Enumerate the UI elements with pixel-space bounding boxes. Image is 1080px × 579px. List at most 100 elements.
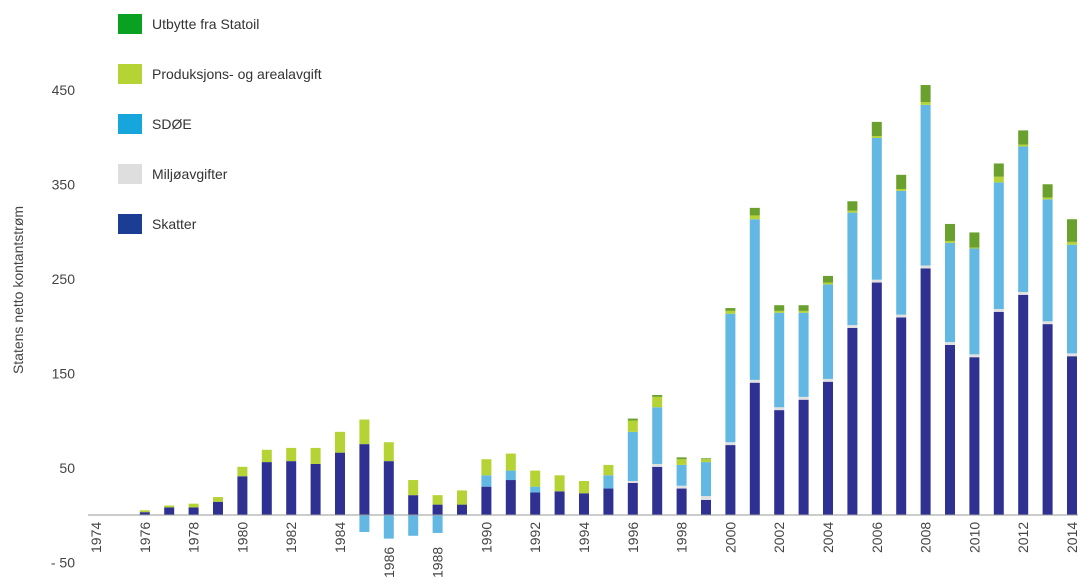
bar-utbytte-fra-statoil-2001: [749, 207, 760, 216]
bar-skatter-2013: [1042, 324, 1053, 515]
bar-produksjons-og-arealavgift-1984: [335, 431, 345, 453]
x-tick-label: 2006: [869, 522, 885, 553]
bar-skatter-1996: [627, 482, 638, 515]
bar-skatter-1993: [554, 491, 565, 515]
y-tick-label: - 50: [51, 554, 75, 570]
bar-produksjons-og-arealavgift-2010: [969, 247, 980, 249]
bar-milj-avgifter-2010: [969, 354, 980, 358]
bar-skatter-1980: [237, 476, 248, 515]
bar-produksjons-og-arealavgift-2012: [1018, 144, 1029, 147]
bar-sd-e-1992: [530, 486, 541, 493]
bar-sd-e-1998: [676, 464, 687, 486]
legend-swatch-miljoavgifter: [118, 164, 142, 184]
bar-milj-avgifter-2013: [1042, 321, 1053, 325]
bar-milj-avgifter-1999: [701, 496, 711, 500]
bar-produksjons-og-arealavgift-1980: [237, 466, 248, 477]
bar-skatter-1982: [286, 461, 297, 515]
bar-skatter-1998: [676, 488, 687, 515]
bar-skatter-2014: [1067, 356, 1077, 515]
y-tick-label: 450: [52, 82, 76, 98]
bar-skatter-2000: [725, 445, 736, 515]
bar-sd-e-2009: [945, 242, 955, 343]
bar-skatter-2012: [1018, 294, 1029, 515]
bar-utbytte-fra-statoil-2009: [945, 223, 955, 241]
bar-skatter-2004: [823, 381, 833, 515]
bar-utbytte-fra-statoil-1997: [652, 394, 663, 397]
bar-produksjons-og-arealavgift-1976: [139, 510, 150, 513]
bar-skatter-2009: [945, 344, 955, 515]
bar-produksjons-og-arealavgift-1979: [213, 497, 223, 502]
bar-produksjons-og-arealavgift-1989: [457, 490, 467, 505]
x-tick-label: 2012: [1015, 522, 1031, 553]
bar-produksjons-og-arealavgift-1992: [530, 470, 541, 487]
bar-produksjons-og-arealavgift-1981: [261, 449, 272, 463]
y-tick-label: 150: [52, 365, 76, 381]
bar-utbytte-fra-statoil-1999: [701, 458, 711, 460]
bar-sd-e-1999: [701, 462, 711, 497]
bar-produksjons-og-arealavgift-1990: [481, 459, 492, 476]
bar-sd-e-2008: [920, 104, 931, 266]
x-tick-label: 1978: [186, 522, 202, 553]
bar-sd-e-1990: [481, 475, 492, 487]
bar-produksjons-og-arealavgift-2004: [823, 282, 833, 285]
bar-milj-avgifter-1997: [652, 463, 663, 467]
bar-utbytte-fra-statoil-2000: [725, 308, 736, 311]
bar-milj-avgifter-2009: [945, 342, 955, 345]
y-tick-label: 350: [52, 176, 76, 192]
bar-utbytte-fra-statoil-2006: [871, 121, 882, 137]
bar-milj-avgifter-2000: [725, 442, 736, 446]
bar-skatter-2002: [774, 410, 785, 515]
bar-skatter-2011: [993, 311, 1004, 515]
y-tick-label: 50: [59, 460, 75, 476]
bar-produksjons-og-arealavgift-1988: [432, 495, 443, 505]
bar-skatter-1976: [139, 512, 150, 515]
bar-produksjons-og-arealavgift-2011: [993, 176, 1004, 183]
legend-item-skatter: Skatter: [118, 214, 322, 234]
bar-skatter-1977: [164, 507, 175, 515]
bar-produksjons-og-arealavgift-2006: [871, 136, 882, 138]
x-tick-label: 2008: [918, 522, 934, 553]
x-tick-label: 2004: [820, 522, 836, 553]
x-tick-label: 2014: [1064, 522, 1080, 553]
bar-utbytte-fra-statoil-2002: [774, 305, 785, 311]
bar-sd-e-2003: [798, 312, 809, 397]
bar-skatter-1994: [579, 493, 589, 515]
bar-sd-e-1996: [627, 431, 638, 481]
bar-produksjons-og-arealavgift-2008: [920, 102, 931, 105]
bar-skatter-1997: [652, 466, 663, 515]
legend-item-produksjonsavgift: Produksjons- og arealavgift: [118, 64, 322, 84]
bar-skatter-2008: [920, 268, 931, 515]
bar-produksjons-og-arealavgift-2014: [1067, 241, 1077, 245]
bar-sd-e-1988: [432, 515, 443, 533]
legend: Utbytte fra Statoil Produksjons- og area…: [118, 14, 322, 264]
bar-produksjons-og-arealavgift-2007: [896, 188, 907, 191]
bar-milj-avgifter-2004: [823, 378, 833, 382]
bar-utbytte-fra-statoil-2010: [969, 232, 980, 248]
x-tick-label: 1996: [625, 522, 641, 553]
bar-sd-e-1995: [603, 475, 614, 489]
x-tick-label: 1980: [234, 522, 250, 553]
bar-skatter-2005: [847, 327, 858, 515]
legend-label-miljoavgifter: Miljøavgifter: [152, 166, 228, 182]
bar-sd-e-1986: [383, 515, 394, 539]
bar-utbytte-fra-statoil-2012: [1018, 130, 1029, 145]
bar-utbytte-fra-statoil-1998: [676, 457, 687, 460]
bar-produksjons-og-arealavgift-1997: [652, 396, 663, 408]
bar-milj-avgifter-2012: [1018, 291, 1029, 295]
bar-sd-e-2014: [1067, 244, 1077, 354]
bar-sd-e-1985: [359, 515, 370, 533]
bar-utbytte-fra-statoil-1996: [627, 418, 638, 421]
bar-skatter-1986: [383, 461, 394, 515]
legend-label-skatter: Skatter: [152, 216, 197, 232]
bar-skatter-1991: [505, 480, 516, 515]
bar-sd-e-1987: [408, 515, 419, 536]
bar-milj-avgifter-2007: [896, 314, 907, 318]
x-tick-label: 1974: [88, 522, 104, 553]
bar-skatter-1984: [335, 452, 345, 515]
bar-produksjons-og-arealavgift-1987: [408, 480, 419, 496]
bar-skatter-1985: [359, 444, 370, 515]
bar-utbytte-fra-statoil-2005: [847, 201, 858, 211]
bar-produksjons-og-arealavgift-1982: [286, 447, 297, 462]
bar-skatter-1978: [188, 507, 199, 515]
x-tick-label: 1986: [381, 547, 397, 578]
